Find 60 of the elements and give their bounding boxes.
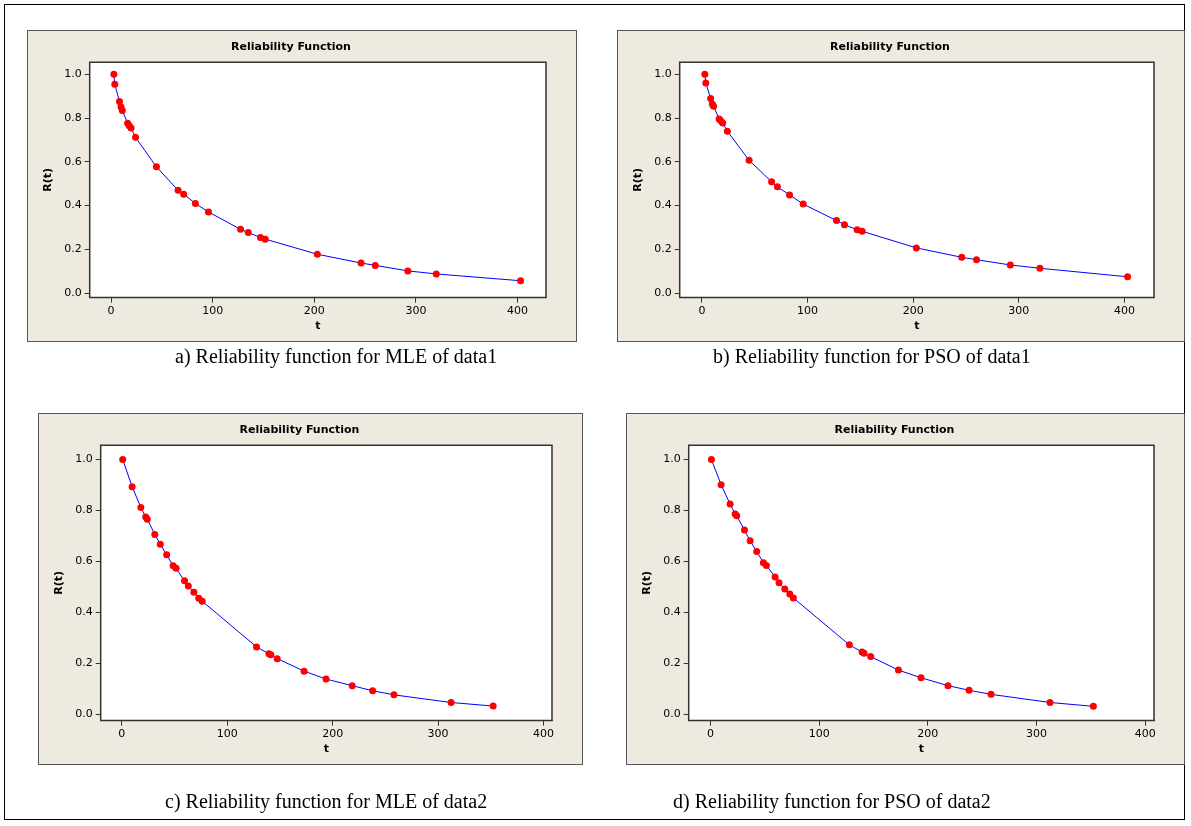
x-tick-label: 100 <box>808 727 830 741</box>
y-tick-label: 0.6 <box>654 154 672 168</box>
y-tick-label: 0.4 <box>654 198 672 212</box>
x-tick-label: 0 <box>698 304 706 318</box>
chart-title: Reliability Function <box>830 40 950 54</box>
text: a) Reliability function for MLE of data1 <box>175 345 498 368</box>
y-axis-title: R(t) <box>52 571 66 595</box>
y-tick-label: 0.8 <box>663 503 681 517</box>
x-tick-label: 200 <box>917 727 939 741</box>
x-axis-title: t <box>914 319 920 333</box>
y-tick-label: 0.4 <box>64 198 82 212</box>
y-tick-label: 0.4 <box>75 605 93 619</box>
y-tick-label: 0.2 <box>663 656 681 670</box>
text: b) Reliability function for PSO of data1 <box>713 345 1031 368</box>
y-tick-label: 0.0 <box>75 707 93 721</box>
x-tick-label: 200 <box>322 727 344 741</box>
y-tick-label: 0.6 <box>75 554 93 568</box>
y-tick-label: 0.8 <box>654 110 672 124</box>
chart-title: Reliability Function <box>239 423 360 437</box>
x-tick-label: 300 <box>1008 304 1030 318</box>
x-tick-label: 0 <box>118 727 126 741</box>
y-tick-label: 0.2 <box>64 242 82 256</box>
x-tick-label: 100 <box>216 727 238 741</box>
x-tick-label: 300 <box>427 727 449 741</box>
x-axis-title: t <box>918 742 924 756</box>
x-tick-label: 0 <box>706 727 714 741</box>
x-tick-label: 400 <box>533 727 555 741</box>
y-axis-title: R(t) <box>41 168 55 192</box>
x-tick-label: 200 <box>303 304 325 318</box>
x-tick-label: 300 <box>405 304 427 318</box>
x-tick-label: 400 <box>507 304 529 318</box>
x-tick-label: 400 <box>1134 727 1156 741</box>
x-tick-label: 100 <box>202 304 224 318</box>
y-tick-label: 0.2 <box>75 656 93 670</box>
y-tick-label: 0.0 <box>654 286 672 300</box>
x-tick-label: 300 <box>1026 727 1048 741</box>
text: d) Reliability function for PSO of data2 <box>673 790 991 813</box>
y-tick-label: 0.6 <box>663 554 681 568</box>
y-tick-label: 0.0 <box>663 707 681 721</box>
y-tick-label: 1.0 <box>663 452 681 466</box>
y-tick-label: 0.6 <box>64 154 82 168</box>
x-tick-label: 400 <box>1113 304 1135 318</box>
chart-title: Reliability Function <box>834 423 955 437</box>
y-tick-label: 0.0 <box>64 286 82 300</box>
y-tick-label: 0.8 <box>75 503 93 517</box>
y-axis-title: R(t) <box>640 571 654 595</box>
y-tick-label: 0.4 <box>663 605 681 619</box>
x-tick-label: 200 <box>902 304 924 318</box>
y-tick-label: 0.2 <box>654 242 672 256</box>
y-tick-label: 1.0 <box>654 67 672 81</box>
y-tick-label: 1.0 <box>75 452 93 466</box>
text: c) Reliability function for MLE of data2 <box>165 790 488 813</box>
y-tick-label: 1.0 <box>64 67 82 81</box>
x-axis-title: t <box>315 319 321 333</box>
x-tick-label: 100 <box>797 304 819 318</box>
y-tick-label: 0.8 <box>64 110 82 124</box>
x-tick-label: 0 <box>107 304 115 318</box>
y-axis-title: R(t) <box>631 168 645 192</box>
x-axis-title: t <box>323 742 329 756</box>
chart-title: Reliability Function <box>231 40 351 54</box>
